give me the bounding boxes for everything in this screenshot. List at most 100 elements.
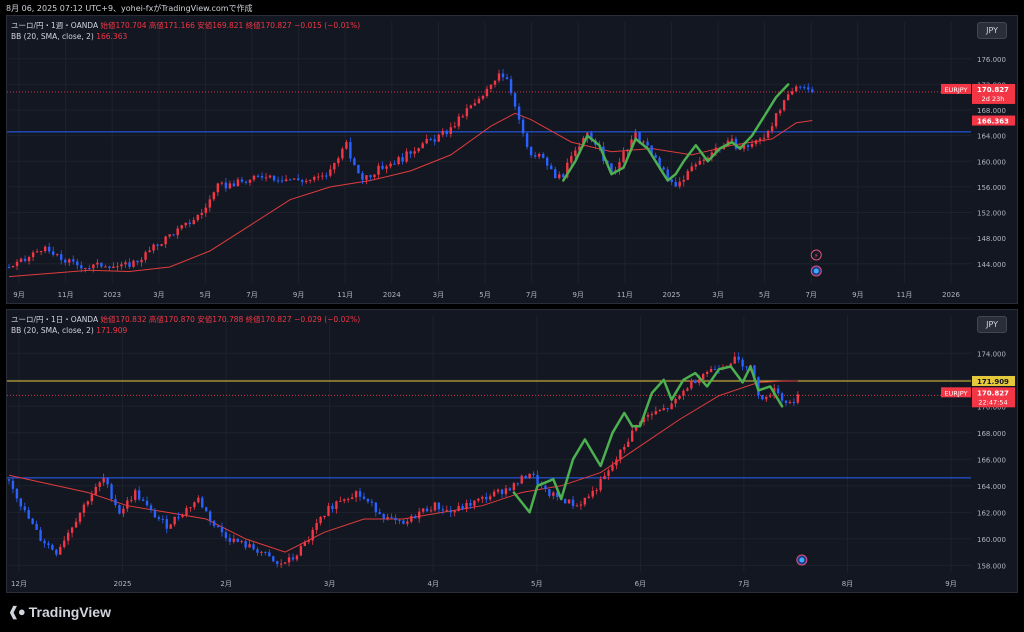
candle-body — [774, 113, 778, 127]
candle-body — [733, 356, 736, 364]
candle-body — [86, 501, 90, 505]
bb-tag: 171.909 — [977, 378, 1009, 386]
candle-body — [765, 396, 768, 400]
candle-body — [220, 182, 224, 184]
candle-body — [72, 259, 75, 262]
tradingview-footer[interactable]: ❰● TradingView — [8, 604, 111, 620]
candle-body — [504, 488, 508, 495]
candle-body — [790, 91, 794, 95]
candle-body — [769, 395, 772, 397]
candle-body — [670, 179, 673, 182]
brand-name: TradingView — [28, 604, 111, 620]
candle-body — [485, 88, 489, 96]
event-icon-dot — [799, 557, 805, 563]
candle-body — [224, 182, 228, 189]
candle-body — [414, 516, 417, 519]
candle-body — [776, 388, 780, 394]
weekly-chart-panel[interactable]: 176.000172.000168.000164.000160.000156.0… — [6, 15, 1018, 304]
candle-body — [418, 511, 421, 519]
candle-body — [654, 411, 658, 415]
candle-body — [666, 408, 669, 410]
candle-body — [666, 169, 669, 180]
candle-body — [421, 508, 425, 512]
candle-body — [184, 222, 187, 226]
candle-body — [477, 98, 481, 104]
candle-body — [236, 179, 240, 187]
currency-button[interactable]: JPY — [977, 22, 1007, 39]
candle-body — [587, 496, 590, 498]
candle-body — [319, 516, 322, 524]
candle-body — [313, 176, 316, 180]
candle-body — [120, 264, 123, 267]
bb-tag-bg — [972, 375, 1015, 386]
candle-body — [658, 157, 661, 168]
candle-body — [256, 549, 259, 553]
candle-body — [650, 145, 653, 155]
candle-body — [780, 393, 784, 401]
candle-body — [405, 151, 408, 162]
candle-body — [165, 519, 168, 529]
symbol-tag: EURJPY — [944, 389, 967, 397]
candle-body — [276, 180, 280, 182]
candle-body — [570, 156, 573, 163]
event-icon-dot — [813, 268, 819, 274]
y-tick-label: 166.000 — [977, 456, 1006, 464]
candle-body — [140, 259, 143, 263]
currency-button[interactable]: JPY — [977, 316, 1007, 333]
bb-legend: BB (20, SMA, close, 2) 171.909 — [11, 326, 127, 335]
candle-body — [437, 502, 441, 510]
candle-body — [528, 473, 531, 479]
candle-body — [445, 510, 448, 512]
weekly-chart-svg[interactable]: 176.000172.000168.000164.000160.000156.0… — [7, 16, 1017, 303]
candle-body — [55, 549, 58, 555]
candle-body — [350, 497, 354, 500]
candle-body — [256, 175, 260, 177]
candle-body — [153, 509, 157, 518]
candle-body — [386, 517, 389, 519]
candle-body — [536, 474, 539, 485]
legend-ohlc: 始値170.832 高値170.870 安値170.788 終値170.827 … — [100, 315, 361, 324]
candle-body — [449, 510, 452, 513]
candle-body — [90, 494, 94, 502]
candle-body — [309, 179, 312, 181]
candle-body — [690, 166, 693, 172]
candle-body — [315, 523, 318, 530]
candle-body — [694, 380, 697, 384]
candle-body — [141, 499, 145, 501]
price-tag-bg — [972, 387, 1015, 408]
candle-body — [126, 500, 129, 509]
candle-body — [694, 164, 698, 167]
candle-body — [128, 262, 131, 267]
candle-body — [47, 246, 51, 252]
daily-chart-panel[interactable]: 174.000172.000170.000168.000166.000164.0… — [6, 309, 1018, 593]
daily-chart-svg[interactable]: 174.000172.000170.000168.000166.000164.0… — [7, 310, 1017, 592]
y-tick-label: 144.000 — [977, 261, 1006, 269]
candle-body — [599, 479, 602, 491]
y-tick-label: 160.000 — [977, 536, 1006, 544]
candle-body — [136, 260, 139, 263]
candle-body — [181, 515, 184, 517]
candle-body — [610, 163, 613, 173]
candle-body — [512, 483, 516, 491]
candle-body — [264, 551, 267, 553]
candle-body — [642, 416, 646, 423]
candle-body — [566, 162, 569, 178]
candle-body — [489, 496, 492, 500]
candle-body — [51, 251, 55, 255]
candle-body — [385, 166, 388, 169]
candle-body — [623, 446, 626, 450]
candle-body — [562, 174, 565, 178]
earnings-icon — [810, 249, 822, 261]
candle-body — [567, 499, 571, 504]
candle-body — [197, 497, 200, 503]
candle-body — [303, 541, 306, 547]
candle-body — [544, 485, 547, 490]
x-tick-label: 5月 — [479, 291, 490, 299]
candle-body — [240, 179, 244, 182]
candle-body — [299, 546, 303, 556]
candle-body — [492, 491, 496, 497]
candle-body — [461, 116, 465, 118]
candle-body — [520, 475, 523, 484]
candle-body — [78, 512, 82, 522]
candle-body — [630, 139, 633, 150]
